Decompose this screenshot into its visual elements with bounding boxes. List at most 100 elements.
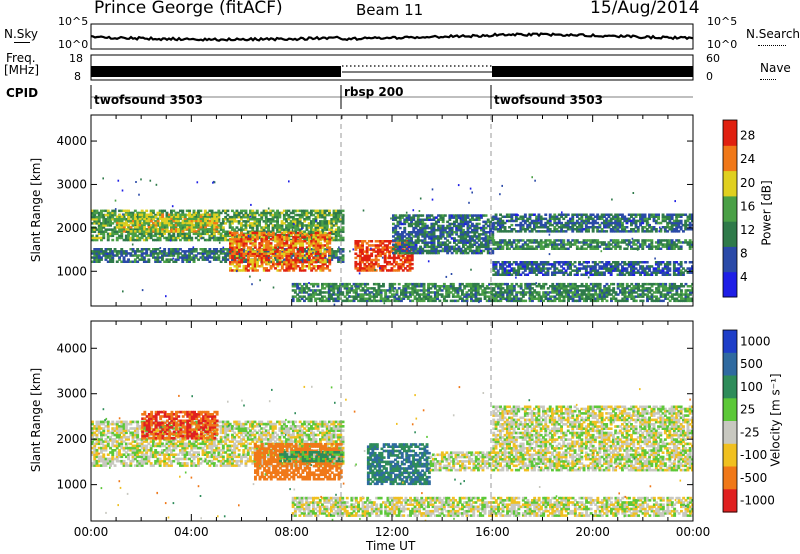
power-cell xyxy=(174,228,178,231)
power-cell xyxy=(403,231,407,234)
power-cell xyxy=(172,230,176,233)
power-cell xyxy=(512,228,516,231)
power-cell xyxy=(282,222,286,225)
power-cell xyxy=(455,226,459,230)
power-cell xyxy=(366,299,370,303)
power-cell xyxy=(555,287,559,290)
power-cell xyxy=(562,282,566,286)
power-cell xyxy=(120,215,124,218)
power-cell xyxy=(260,213,264,217)
power-cell xyxy=(354,252,358,255)
power-cell xyxy=(348,282,351,286)
power-cell xyxy=(619,299,622,303)
power-cell xyxy=(156,256,160,259)
power-cell xyxy=(395,297,399,300)
power-cell xyxy=(508,219,511,223)
power-cell xyxy=(368,291,372,294)
power-cell xyxy=(401,249,404,253)
power-cell xyxy=(655,297,658,300)
power-cell xyxy=(97,256,101,259)
power-cell xyxy=(501,295,505,298)
power-cell xyxy=(523,230,527,233)
power-cell xyxy=(381,267,385,270)
power-cell xyxy=(416,237,420,240)
power-cell xyxy=(356,244,360,247)
power-cell xyxy=(244,224,248,227)
power-cell xyxy=(410,254,414,258)
power-cell xyxy=(464,247,468,251)
power-cell xyxy=(607,221,611,225)
power-cell xyxy=(161,223,165,227)
power-cell xyxy=(569,217,572,221)
power-cell xyxy=(370,254,374,258)
power-cell xyxy=(482,249,486,253)
power-cell xyxy=(192,256,196,259)
power-cell xyxy=(188,209,191,213)
power-cell xyxy=(194,248,198,251)
power-cell xyxy=(412,226,416,230)
power-cell xyxy=(499,293,503,296)
power-cell xyxy=(358,262,362,266)
power-cell xyxy=(609,228,613,231)
power-cell xyxy=(274,237,277,241)
power-cell xyxy=(172,215,176,219)
power-cell xyxy=(596,287,600,290)
power-cell xyxy=(325,224,329,227)
power-cell xyxy=(294,267,298,270)
power-cell xyxy=(210,252,214,255)
power-cell xyxy=(97,215,101,219)
power-cell xyxy=(557,226,561,229)
power-cell xyxy=(379,269,383,272)
power-cell xyxy=(506,297,509,300)
power-cell xyxy=(441,214,445,217)
power-cell xyxy=(434,237,438,240)
power-cell xyxy=(510,230,514,233)
power-cell xyxy=(310,248,313,251)
power-cell xyxy=(476,291,480,294)
power-cell xyxy=(506,291,509,294)
power-cell xyxy=(388,295,392,298)
power-cell xyxy=(430,224,434,228)
power-cell xyxy=(471,214,474,217)
power-cell xyxy=(298,299,302,303)
power-cell xyxy=(585,285,588,288)
power-cell xyxy=(475,251,479,255)
power-cell xyxy=(402,287,406,290)
power-cell xyxy=(269,233,273,237)
power-cell xyxy=(442,295,446,298)
power-cell xyxy=(197,232,200,236)
power-cell xyxy=(632,299,636,303)
power-cell xyxy=(321,213,325,217)
power-cell xyxy=(675,299,679,303)
power-cell xyxy=(301,262,305,266)
power-cell xyxy=(321,237,325,241)
power-cell xyxy=(303,209,307,213)
power-cell xyxy=(190,236,194,240)
power-cell xyxy=(109,211,112,215)
power-cell xyxy=(265,244,268,247)
power-cell xyxy=(224,248,228,251)
power-cell xyxy=(339,248,343,251)
power-cell xyxy=(363,291,367,294)
power-cell xyxy=(372,269,376,272)
power-cell xyxy=(298,282,302,286)
power-cell xyxy=(307,226,311,229)
power-cell xyxy=(312,260,316,264)
power-cell xyxy=(177,215,180,218)
power-cell xyxy=(199,209,203,213)
power-cell xyxy=(140,213,144,216)
power-cell xyxy=(129,219,133,223)
power-cell xyxy=(339,218,343,221)
power-cell xyxy=(584,223,588,227)
power-cell xyxy=(414,241,418,244)
power-cell xyxy=(106,222,110,225)
power-cell xyxy=(247,269,250,272)
power-cell xyxy=(341,282,345,286)
power-cell xyxy=(102,222,106,225)
power-cell xyxy=(291,285,295,288)
power-cell xyxy=(621,299,625,303)
power-cell xyxy=(585,295,588,298)
power-cell xyxy=(325,220,329,223)
power-cell xyxy=(445,285,449,288)
power-cell xyxy=(310,269,314,272)
